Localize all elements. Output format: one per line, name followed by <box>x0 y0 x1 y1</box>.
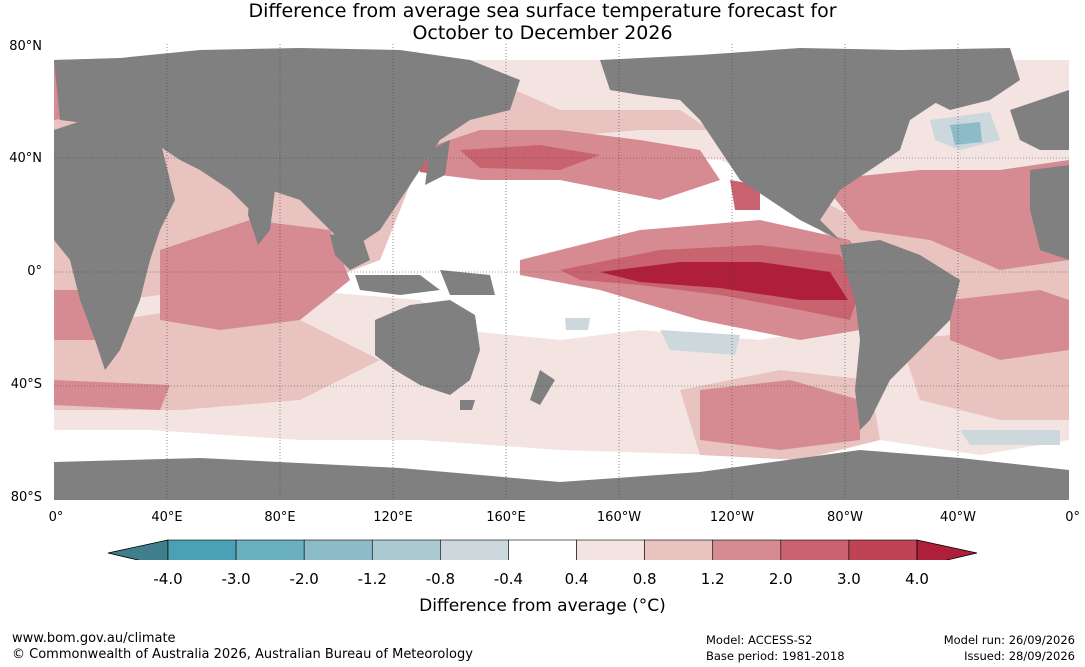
colorbar-segment <box>371 539 441 560</box>
colorbar-tick-label: 2.0 <box>768 570 793 588</box>
lon-label-80w: 80°W <box>827 510 863 525</box>
title-line-1: Difference from average sea surface temp… <box>248 0 837 22</box>
anomaly-cool-core <box>950 122 982 145</box>
colorbar-segment <box>167 539 237 560</box>
colorbar-segment <box>235 539 305 560</box>
colorbar-segment <box>848 539 918 560</box>
colorbar-segment <box>644 539 714 560</box>
colorbar-tick-label: -4.0 <box>153 570 183 588</box>
colorbar-max-arrow <box>916 539 978 560</box>
lat-label-80s: 80°S <box>10 490 42 505</box>
title-line-2: October to December 2026 <box>412 22 673 44</box>
anomaly-band-3.0-4.0 <box>600 262 848 300</box>
colorbar-tick-label: 0.4 <box>564 570 589 588</box>
colorbar-min-arrow <box>107 539 169 560</box>
lon-label-120w: 120°W <box>709 510 755 525</box>
colorbar-segment <box>712 539 782 560</box>
lat-label-0: 0° <box>27 264 42 279</box>
colorbar-segment <box>303 539 373 560</box>
colorbar-title: Difference from average (°C) <box>419 596 666 616</box>
colorbar-segment <box>780 539 850 560</box>
footer-url: www.bom.gov.au/climate <box>12 631 176 646</box>
colorbar-tick-label: 4.0 <box>905 570 929 588</box>
colorbar-tick-label: 1.2 <box>700 570 725 588</box>
lon-label-160w: 160°W <box>596 510 642 525</box>
lat-label-40s: 40°S <box>10 377 42 392</box>
lon-label-0-right: 0° <box>1065 510 1080 525</box>
land-masses <box>54 48 1069 500</box>
footer-copyright: © Commonwealth of Australia 2026, Austra… <box>12 647 473 662</box>
colorbar-segment <box>440 539 509 560</box>
footer-base-period: Base period: 1981-2018 <box>706 649 845 663</box>
lon-label-40e: 40°E <box>151 510 183 525</box>
lon-label-0-left: 0° <box>48 510 64 525</box>
footer-model: Model: ACCESS-S2 <box>706 633 813 647</box>
lon-label-40w: 40°W <box>940 510 976 525</box>
colorbar-tick-label: -3.0 <box>221 570 251 588</box>
colorbar-segment <box>508 539 577 560</box>
lat-label-40n: 40°N <box>9 151 42 166</box>
graticule <box>54 44 1069 500</box>
colorbar-tick-label: -0.4 <box>493 570 524 588</box>
colorbar <box>107 539 978 560</box>
footer-model-run: Model run: 26/09/2026 <box>943 633 1075 647</box>
colorbar-tick-label: -0.8 <box>425 570 455 588</box>
map-title: Difference from average sea surface temp… <box>0 0 1085 44</box>
colorbar-tick-label: 0.8 <box>632 570 657 588</box>
colorbar-tick-label: -1.2 <box>357 570 387 588</box>
colorbar-segment <box>576 539 645 560</box>
sst-anomaly-map <box>54 44 1069 560</box>
lat-label-80n: 80°N <box>9 39 42 54</box>
lon-label-120e: 120°E <box>373 510 413 525</box>
colorbar-tick-label: 3.0 <box>836 570 861 588</box>
lon-label-160e: 160°E <box>486 510 526 525</box>
colorbar-tick-label: -2.0 <box>289 570 319 588</box>
footer-issued: Issued: 28/09/2026 <box>964 649 1075 663</box>
lon-label-80e: 80°E <box>264 510 296 525</box>
